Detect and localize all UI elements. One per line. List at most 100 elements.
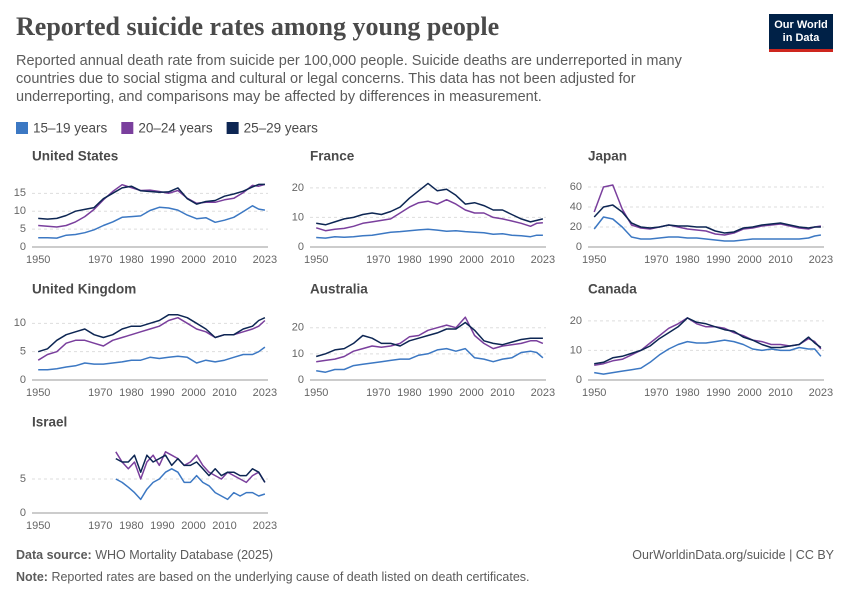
panel-title: Israel — [32, 415, 67, 430]
legend-label: 20–24 years — [138, 121, 213, 136]
y-tick-label: 10 — [14, 205, 26, 217]
y-tick-label: 10 — [292, 211, 304, 223]
x-tick-label: 1970 — [88, 520, 112, 532]
x-tick-label: 1970 — [366, 254, 390, 266]
y-tick-label: 5 — [20, 473, 26, 485]
x-tick-label: 2023 — [531, 254, 555, 266]
y-tick-label: 0 — [298, 241, 304, 253]
charts: 15–19 years 20–24 years 25–29 years United … — [14, 121, 833, 532]
subtitle: Reported annual death rate from suicide … — [16, 53, 682, 105]
x-tick-label: 2000 — [459, 387, 483, 399]
source: Data source: WHO Mortality Database (202… — [16, 548, 273, 562]
x-tick-label: 2000 — [181, 254, 205, 266]
series-line — [316, 347, 544, 373]
x-tick-label: 1970 — [88, 387, 112, 399]
x-tick-label: 1980 — [119, 387, 143, 399]
panel-title: United States — [32, 149, 118, 164]
x-tick-label: 2000 — [181, 520, 205, 532]
x-tick-label: 2000 — [459, 254, 483, 266]
x-tick-label: 1990 — [150, 254, 174, 266]
x-tick-label: 2023 — [253, 387, 277, 399]
legend-swatch — [226, 122, 239, 134]
note: Note: Reported rates are based on the un… — [16, 570, 530, 584]
x-tick-label: 1980 — [675, 387, 699, 399]
panel-title: United Kingdom — [32, 282, 136, 297]
series-line — [115, 454, 266, 483]
x-tick-label: 2010 — [768, 387, 792, 399]
x-tick-label: 1950 — [304, 387, 328, 399]
y-tick-label: 10 — [292, 348, 304, 360]
y-tick-label: 5 — [20, 223, 26, 235]
series-line — [316, 228, 543, 239]
x-tick-label: 1970 — [644, 254, 668, 266]
note-label: Note: — [16, 570, 48, 584]
x-tick-label: 1970 — [88, 254, 112, 266]
series-line — [593, 204, 821, 234]
x-tick-label: 1950 — [26, 387, 50, 399]
x-tick-label: 2010 — [490, 254, 514, 266]
x-tick-label: 1990 — [150, 387, 174, 399]
legend-label: 25–29 years — [244, 121, 319, 136]
x-tick-label: 2023 — [253, 254, 277, 266]
source-label: Data source: — [16, 548, 92, 562]
y-tick-label: 0 — [20, 241, 26, 253]
y-tick-label: 0 — [298, 374, 304, 386]
x-tick-label: 2010 — [212, 387, 236, 399]
y-tick-label: 40 — [570, 201, 582, 213]
y-tick-label: 5 — [20, 346, 26, 358]
x-tick-label: 2000 — [181, 387, 205, 399]
series-line — [115, 468, 266, 501]
x-tick-label: 1950 — [26, 254, 50, 266]
x-tick-label: 1950 — [582, 387, 606, 399]
note-text: Reported rates are based on the underlyi… — [51, 570, 530, 584]
source-text: WHO Mortality Database (2025) — [95, 548, 274, 562]
x-tick-label: 1970 — [366, 387, 390, 399]
y-tick-label: 0 — [20, 507, 26, 519]
series-line — [594, 317, 822, 365]
legend-swatch — [121, 122, 134, 134]
series-line — [593, 184, 822, 236]
x-tick-label: 1950 — [304, 254, 328, 266]
url[interactable]: OurWorldinData.org/suicide | CC BY — [632, 548, 834, 562]
series-line — [593, 216, 822, 242]
x-tick-label: 1950 — [26, 520, 50, 532]
y-tick-label: 0 — [20, 374, 26, 386]
x-tick-label: 1990 — [706, 387, 730, 399]
x-tick-label: 2000 — [737, 254, 761, 266]
series-line — [315, 321, 543, 358]
legend-label: 15–19 years — [33, 121, 108, 136]
x-tick-label: 1980 — [397, 254, 421, 266]
panel-title: Australia — [310, 282, 368, 297]
y-tick-label: 20 — [570, 221, 582, 233]
x-tick-label: 2023 — [809, 387, 833, 399]
y-tick-label: 20 — [570, 315, 582, 327]
logo[interactable]: Our World in Data — [769, 14, 833, 52]
series-line — [38, 205, 266, 239]
x-tick-label: 1980 — [119, 254, 143, 266]
x-tick-label: 2023 — [531, 387, 555, 399]
y-tick-label: 0 — [576, 374, 582, 386]
y-tick-label: 15 — [14, 187, 26, 199]
panel-title: Canada — [588, 282, 637, 297]
x-tick-label: 1990 — [428, 254, 452, 266]
x-tick-label: 1970 — [644, 387, 668, 399]
x-tick-label: 2023 — [809, 254, 833, 266]
y-tick-label: 10 — [14, 317, 26, 329]
series-line — [316, 316, 544, 363]
x-tick-label: 2010 — [768, 254, 792, 266]
series-line — [594, 339, 822, 375]
x-tick-label: 2000 — [737, 387, 761, 399]
y-tick-label: 20 — [292, 322, 304, 334]
panel-title: Japan — [588, 149, 627, 164]
series-line — [37, 314, 266, 353]
x-tick-label: 1980 — [397, 387, 421, 399]
x-tick-label: 1990 — [428, 387, 452, 399]
x-tick-label: 1950 — [582, 254, 606, 266]
series-line — [115, 451, 266, 484]
x-tick-label: 2023 — [253, 520, 277, 532]
x-tick-label: 1980 — [119, 520, 143, 532]
logo-text: Our World — [774, 19, 828, 31]
series-line — [38, 346, 266, 371]
y-tick-label: 10 — [570, 344, 582, 356]
series-line — [38, 183, 265, 220]
